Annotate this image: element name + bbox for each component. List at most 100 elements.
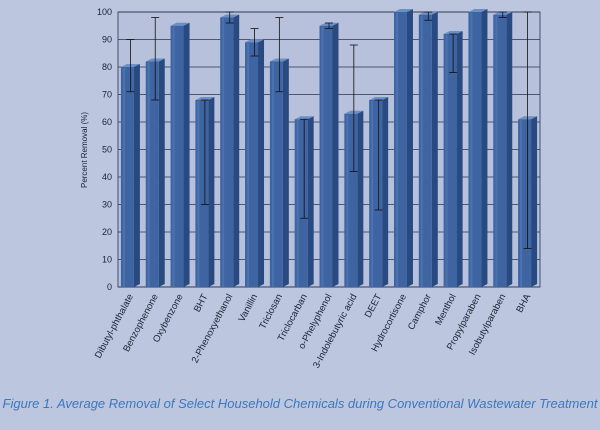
error-bar	[498, 11, 507, 18]
error-bar	[300, 118, 309, 219]
bar-front	[418, 14, 432, 287]
bar	[245, 39, 265, 287]
bar-side	[233, 14, 240, 287]
y-tick-label: 70	[102, 90, 112, 100]
bar-top	[369, 97, 389, 100]
y-tick-label: 90	[102, 35, 112, 45]
bar-front	[170, 25, 184, 287]
bar-front	[269, 61, 283, 287]
bar-highlight	[520, 120, 523, 287]
bar-top	[468, 9, 488, 12]
bar-front	[145, 61, 159, 287]
bar-highlight	[420, 15, 423, 287]
bar	[269, 58, 289, 287]
error-bar	[200, 99, 209, 205]
bar-side	[481, 9, 488, 287]
bar-highlight	[197, 101, 200, 287]
x-tick-label: DEET	[363, 292, 385, 320]
bar-highlight	[495, 15, 498, 287]
bar-side	[531, 116, 538, 287]
bar-front	[518, 119, 532, 287]
error-bar	[225, 11, 234, 24]
bar-top	[393, 9, 413, 12]
bar-side	[456, 31, 463, 287]
bar-highlight	[222, 18, 225, 287]
error-bar	[151, 17, 160, 101]
error-bar	[325, 22, 333, 29]
error-bar	[523, 11, 532, 249]
bar-side	[258, 39, 265, 287]
bar-front	[220, 17, 234, 287]
bar-highlight	[470, 13, 473, 287]
bar-front	[120, 67, 134, 287]
bar	[393, 9, 413, 287]
error-bar	[275, 17, 284, 93]
y-axis-label: Percent Removal (%)	[80, 112, 89, 188]
bar	[443, 31, 463, 287]
bar-top	[170, 22, 190, 26]
bar-top	[294, 116, 314, 120]
bar	[120, 64, 140, 287]
bar-front	[393, 12, 407, 287]
bar-side	[406, 9, 413, 287]
bar-highlight	[122, 68, 125, 287]
error-bar	[374, 99, 383, 211]
bar	[418, 11, 438, 287]
bar-front	[369, 100, 383, 287]
bar-front	[245, 42, 259, 287]
y-tick-label: 60	[102, 117, 112, 127]
bar-highlight	[172, 26, 175, 287]
bar-side	[332, 22, 339, 287]
bar-highlight	[346, 114, 349, 287]
x-tick-label: BHT	[192, 292, 211, 314]
bar-highlight	[147, 62, 150, 287]
bar-highlight	[321, 26, 324, 287]
bar-front	[319, 25, 333, 287]
bar	[170, 22, 190, 287]
bar-front	[468, 12, 482, 287]
bar-front	[443, 34, 457, 287]
bar	[145, 58, 165, 287]
y-tick-label: 0	[107, 282, 112, 292]
bar-highlight	[395, 13, 398, 287]
bar-top	[195, 97, 215, 100]
error-bar	[126, 39, 135, 93]
error-bar	[250, 28, 259, 57]
x-tick-label: Menthol	[433, 292, 459, 327]
y-tick-label: 40	[102, 172, 112, 182]
y-tick-label: 20	[102, 227, 112, 237]
bar-side	[307, 116, 314, 287]
error-bar	[449, 33, 458, 73]
y-tick-labels: 0 10 20 30 40 50 60 70 80 90 100	[97, 7, 112, 292]
x-tick-label: Camphor	[406, 292, 434, 332]
bar-side	[506, 11, 513, 287]
bar	[493, 11, 513, 287]
bar-side	[183, 22, 190, 287]
bar-chart: 0 10 20 30 40 50 60 70 80 90 100 Dibutyl-phthalate…	[80, 7, 541, 370]
bar-highlight	[371, 101, 374, 287]
bar-front	[195, 100, 209, 287]
bar-front	[344, 113, 358, 287]
bar-side	[382, 97, 389, 287]
bar-side	[357, 110, 364, 287]
bar-side	[208, 97, 215, 287]
bar-highlight	[247, 43, 250, 287]
bar-side	[282, 58, 289, 287]
bar-side	[133, 64, 140, 287]
y-tick-label: 80	[102, 62, 112, 72]
bar-highlight	[296, 120, 299, 287]
bar-highlight	[271, 62, 274, 287]
bar	[319, 22, 339, 287]
bar-front	[493, 14, 507, 287]
bars	[120, 9, 538, 287]
y-tick-label: 10	[102, 255, 112, 265]
bar-top	[443, 31, 463, 34]
figure-caption: Figure 1. Average Removal of Select Hous…	[2, 396, 598, 411]
bar	[220, 14, 240, 287]
bar-highlight	[445, 35, 448, 287]
x-tick-label: Vanillin	[236, 292, 260, 324]
bar	[468, 9, 488, 287]
y-tick-label: 30	[102, 200, 112, 210]
x-tick-label: Triclosan	[257, 292, 285, 331]
